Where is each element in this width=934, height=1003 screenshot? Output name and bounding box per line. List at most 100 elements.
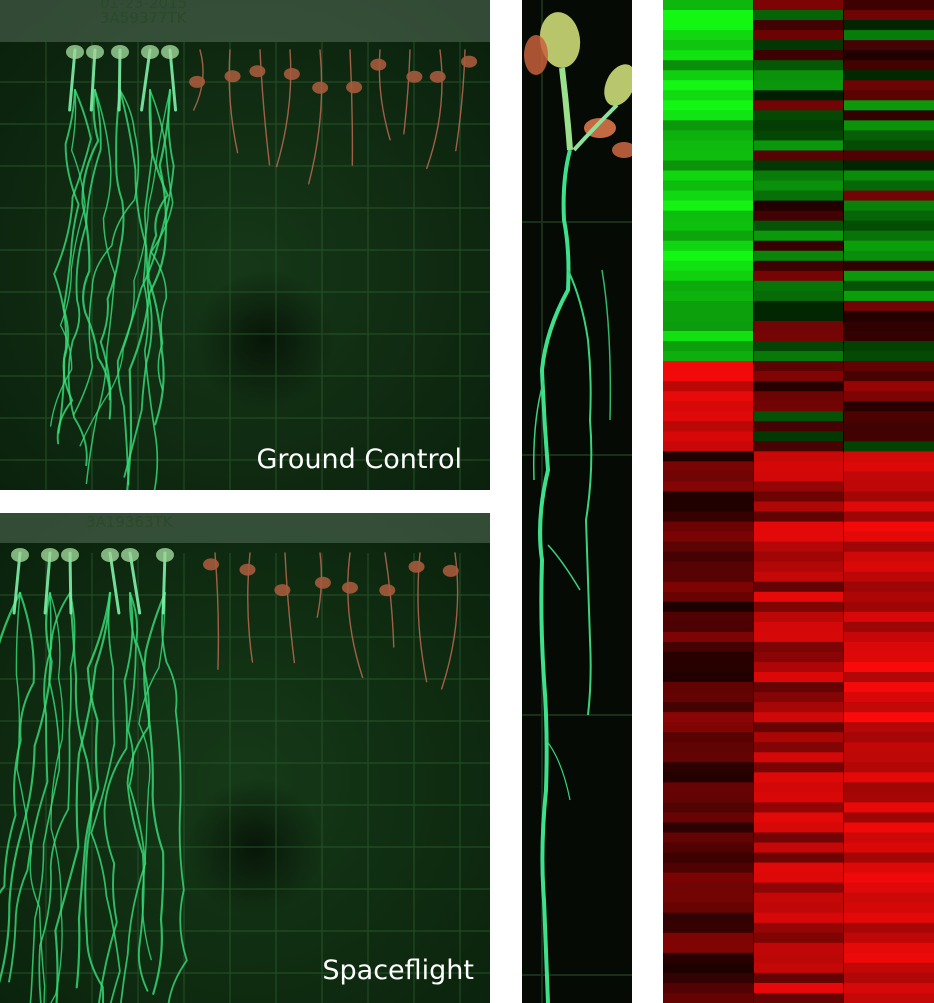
heatmap-cell [844, 491, 934, 503]
heatmap-cell [754, 872, 843, 884]
heatmap-cell [754, 852, 843, 864]
heatmap-cell [844, 0, 934, 11]
heatmap-cell [754, 401, 843, 412]
heatmap-cell [663, 872, 753, 884]
heatmap-cell [754, 431, 843, 442]
heatmap-cell [663, 682, 753, 693]
heatmap-cell [663, 190, 753, 202]
heatmap-cell [844, 330, 934, 342]
heatmap-cell [754, 361, 843, 372]
heatmap-cell [663, 351, 753, 362]
heatmap-cell [844, 842, 934, 854]
heatmap-cell [663, 902, 753, 914]
heatmap-cell [844, 471, 934, 483]
heatmap-cell [844, 100, 934, 111]
heatmap-cell [754, 802, 843, 814]
heatmap-cell [663, 591, 753, 603]
heatmap-cell [844, 962, 934, 974]
heatmap-cell [663, 280, 753, 292]
heatmap-cell [844, 802, 934, 814]
heatmap-cell [663, 491, 753, 503]
heatmap-cell [663, 70, 753, 81]
heatmap-cell [663, 601, 753, 613]
heatmap-cell [844, 832, 934, 844]
heatmap-cell [663, 30, 753, 41]
heatmap-cell [844, 822, 934, 834]
heatmap-cell [844, 511, 934, 523]
heatmap-cell [844, 80, 934, 91]
heatmap-cell [663, 10, 753, 21]
heatmap-cell [844, 280, 934, 292]
heatmap-cell [663, 361, 753, 372]
heatmap-cell [663, 732, 753, 743]
heatmap-cell [663, 140, 753, 152]
heatmap-cell [754, 812, 843, 824]
heatmap-cell [844, 371, 934, 382]
heatmap-cell [754, 621, 843, 633]
heatmap-cell [844, 992, 934, 1003]
heatmap-cell [844, 641, 934, 653]
heatmap-cell [844, 742, 934, 753]
heatmap-cell [844, 170, 934, 182]
seedling-closeup-image [522, 0, 632, 1003]
heatmap-cell [663, 320, 753, 332]
heatmap-cell [663, 130, 753, 142]
heatmap-cell [844, 571, 934, 583]
heatmap-cell [663, 722, 753, 733]
heatmap-cell [844, 732, 934, 743]
heatmap-cell [754, 10, 843, 21]
heatmap-cell [663, 862, 753, 874]
heatmap-cell [754, 140, 843, 152]
heatmap-cell [754, 922, 843, 934]
heatmap-cell [844, 621, 934, 633]
heatmap-cell [844, 230, 934, 242]
heatmap-cell [844, 521, 934, 533]
heatmap-cell [754, 280, 843, 292]
heatmap-cell [844, 120, 934, 131]
heatmap-cell [754, 351, 843, 362]
heatmap-cell [663, 511, 753, 523]
heatmap-cell [754, 70, 843, 81]
heatmap-cell [754, 692, 843, 703]
heatmap-cell [663, 0, 753, 11]
heatmap-cell [754, 260, 843, 272]
heatmap-cell [754, 902, 843, 914]
ground-control-caption: Ground Control [256, 444, 463, 475]
heatmap-cell [754, 270, 843, 282]
heatmap-cell [754, 732, 843, 743]
heatmap-cell [663, 210, 753, 222]
heatmap-cell [663, 631, 753, 643]
heatmap-cell [844, 631, 934, 643]
heatmap-cell [754, 310, 843, 322]
heatmap-cell [663, 952, 753, 964]
heatmap-cell [754, 40, 843, 51]
plate-date-label: 01-23-2015 [100, 0, 188, 12]
heatmap-cell [844, 20, 934, 31]
heatmap-cell [754, 822, 843, 834]
heatmap-cell [844, 561, 934, 573]
heatmap-cell [663, 170, 753, 182]
heatmap-cell [754, 150, 843, 162]
heatmap-cell [663, 802, 753, 814]
heatmap-cell [663, 200, 753, 212]
heatmap-cell [754, 461, 843, 473]
heatmap-cell [663, 702, 753, 713]
heatmap-cell [844, 40, 934, 51]
heatmap-cell [663, 641, 753, 653]
heatmap-cell [754, 982, 843, 994]
heatmap-cell [754, 772, 843, 783]
heatmap-cell [663, 381, 753, 392]
heatmap-cell [663, 330, 753, 342]
heatmap-cell [844, 270, 934, 282]
heatmap-cell [754, 481, 843, 493]
heatmap-cell [663, 441, 753, 452]
heatmap-cell [844, 902, 934, 914]
heatmap-cell [663, 391, 753, 402]
heatmap-cell [844, 300, 934, 312]
heatmap-cell [754, 551, 843, 563]
heatmap-cell [844, 320, 934, 332]
heatmap-cell [663, 581, 753, 593]
heatmap-cell [663, 20, 753, 31]
heatmap-cell [754, 561, 843, 573]
heatmap-cell [844, 250, 934, 262]
